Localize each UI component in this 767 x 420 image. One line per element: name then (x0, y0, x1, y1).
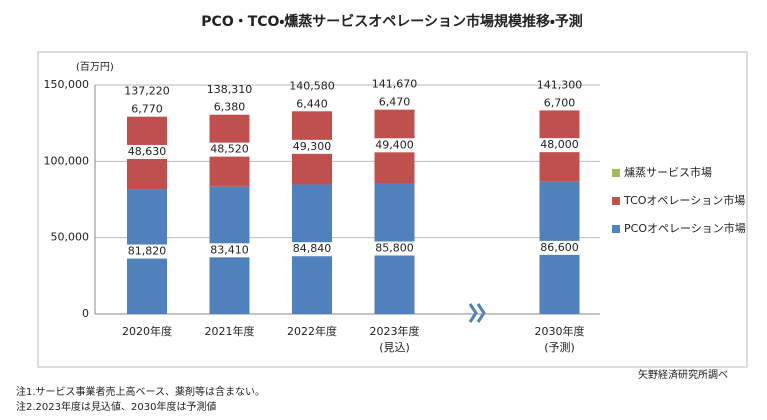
label-bg (203, 142, 256, 157)
label-bg (121, 102, 173, 117)
axis-break (468, 303, 486, 323)
value-label: 86,600 (540, 241, 579, 254)
value-label: 48,630 (128, 145, 167, 158)
label-bg (203, 100, 256, 115)
y-tick-label: 150,000 (44, 78, 90, 91)
total-label: 141,670 (372, 78, 418, 91)
x-tick-sublabel: (予測) (544, 340, 575, 354)
value-label: 6,770 (131, 103, 163, 116)
y-unit: (百万円) (76, 61, 114, 73)
x-tick-label: 2021年度 (205, 324, 255, 338)
legend-label: 燻蒸サービス市場 (624, 165, 712, 179)
source: 矢野経済研究所調べ (638, 368, 728, 381)
value-label: 84,840 (293, 242, 332, 255)
value-label: 6,700 (544, 96, 576, 109)
total-label: 137,220 (124, 85, 170, 98)
x-tick-label: 2022年度 (287, 324, 337, 338)
label-bg (533, 240, 586, 255)
chart-frame (37, 51, 748, 368)
value-label: 83,410 (210, 243, 249, 256)
value-label: 48,000 (540, 138, 579, 151)
value-label: 6,440 (296, 97, 328, 110)
legend-swatch (612, 225, 620, 233)
y-tick-label: 50,000 (51, 231, 90, 244)
value-label: 6,470 (379, 96, 411, 109)
label-bg (121, 244, 173, 259)
legend-swatch (612, 197, 620, 205)
value-label: 48,520 (210, 143, 249, 156)
label-bg (368, 95, 421, 110)
label-bg (286, 97, 338, 112)
total-label: 140,580 (289, 79, 335, 92)
value-label: 6,380 (214, 101, 246, 114)
value-label: 49,300 (293, 140, 332, 153)
note: 注1.サービス事業者売上高ベース、薬剤等は含まない。 (16, 385, 265, 398)
legend-label: PCOオペレーション市場 (624, 222, 746, 235)
value-label: 49,400 (375, 138, 414, 151)
note: 注2.2023年度は見込値、2030年度は予測値 (16, 400, 216, 413)
label-bg (121, 144, 173, 159)
label-bg (286, 242, 338, 257)
y-tick-label: 100,000 (44, 154, 90, 167)
legend-swatch (612, 169, 620, 177)
label-bg (368, 241, 421, 256)
x-tick-label: 2020年度 (122, 324, 172, 338)
legend-label: TCOオペレーション市場 (623, 194, 745, 207)
label-bg (533, 96, 586, 111)
label-bg (533, 138, 586, 153)
label-bg (368, 138, 421, 153)
y-tick-label: 0 (82, 307, 89, 320)
value-label: 81,820 (128, 245, 167, 258)
value-label: 85,800 (375, 242, 414, 255)
total-label: 141,300 (537, 78, 583, 91)
x-tick-label: 2030年度 (535, 324, 585, 338)
chart-title: PCO・TCO・燻蒸サービスオペレーション市場規模推移・予測 (201, 13, 582, 30)
x-tick-sublabel: (見込) (379, 341, 410, 354)
label-bg (286, 139, 338, 154)
label-bg (203, 243, 256, 258)
total-label: 138,310 (207, 83, 253, 96)
x-tick-label: 2023年度 (370, 324, 420, 338)
